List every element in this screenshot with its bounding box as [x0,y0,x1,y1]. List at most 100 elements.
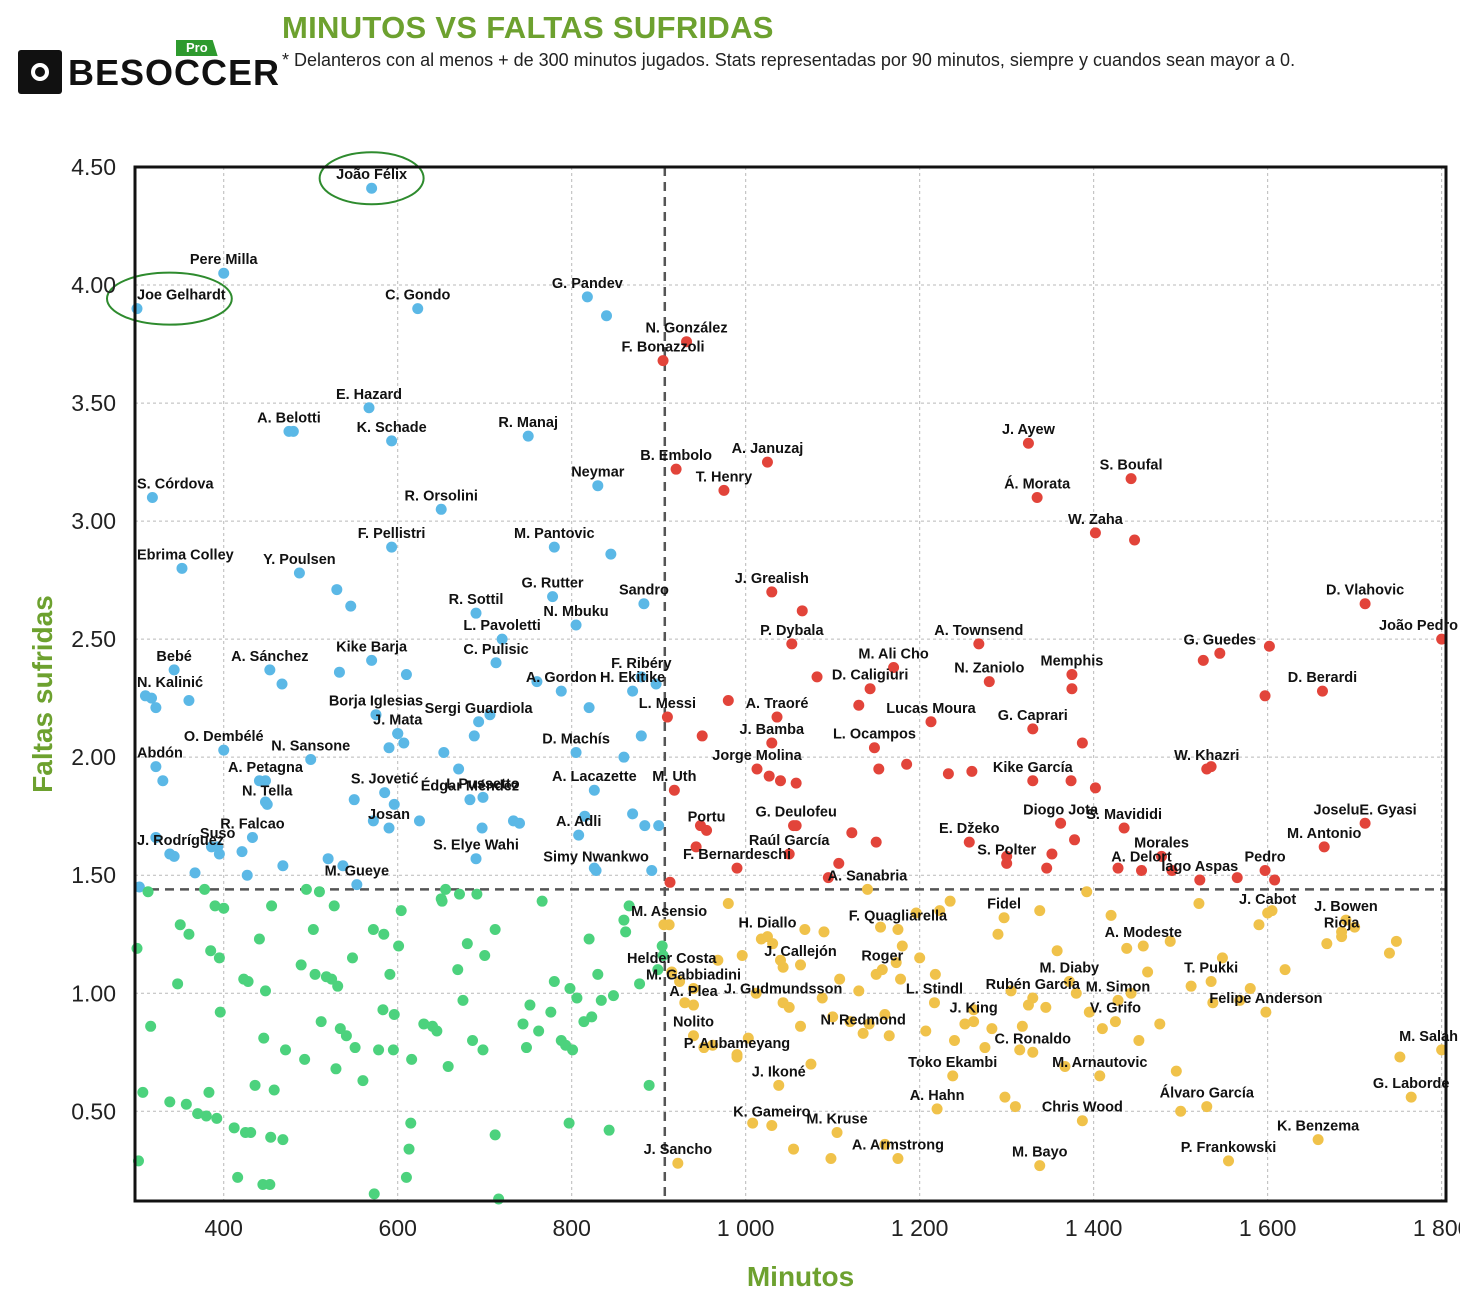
data-point [799,924,811,936]
point-label: C. Ronaldo [995,1031,1072,1047]
data-point [583,702,595,714]
data-point [1359,598,1371,610]
data-point [295,959,307,971]
data-point [1059,1060,1071,1072]
point-label: D. Vlahovic [1326,583,1404,599]
data-point [834,973,846,985]
data-point [1076,737,1088,749]
data-point [1154,1018,1166,1030]
data-point [1205,975,1217,987]
point-label: J. Gudmundsson [724,982,842,998]
point-label: A. Armstrong [852,1138,944,1154]
data-point [1312,1134,1324,1146]
data-point [914,952,926,964]
data-point [1156,850,1168,862]
data-point [340,1030,352,1042]
plot-frame [133,165,1448,1203]
data-point [468,730,480,742]
data-point [493,1193,505,1205]
data-point [403,1143,415,1155]
point-label: Jorge Molina [712,748,802,764]
y-tick-label: 3.50 [71,390,116,416]
data-point [1089,782,1101,794]
data-point [690,841,702,853]
data-point [405,1117,417,1129]
point-label: J. Sancho [644,1142,713,1158]
point-label: N. Tella [242,783,293,799]
data-point [313,886,325,898]
point-label: Helder Costa [627,951,717,967]
data-point [973,638,985,650]
data-point [786,638,798,650]
data-point [722,898,734,910]
data-point [392,728,404,740]
data-point [618,751,630,763]
data-point [638,598,650,610]
point-label: L. Stindl [906,982,963,998]
data-point [168,664,180,676]
data-point [388,1009,400,1021]
point-label: A. Belotti [257,410,321,426]
data-point [406,1053,418,1065]
data-point [467,1034,479,1046]
data-point [811,671,823,683]
data-point [879,1009,891,1021]
data-point [712,954,724,966]
data-point [1201,1101,1213,1113]
point-label: Memphis [1041,654,1104,670]
data-point [246,831,258,843]
point-label: K. Benzema [1277,1119,1360,1135]
point-label: J. Mata [373,713,423,729]
point-label: S. Jovetić [351,772,419,788]
data-point [853,985,865,997]
data-point [722,695,734,707]
data-point [277,1134,289,1146]
data-point [763,770,775,782]
data-point [496,633,508,645]
data-point [1405,1091,1417,1103]
data-point [520,1042,532,1054]
data-point [413,815,425,827]
x-axis-title: Minutos [747,1261,854,1292]
data-point [595,994,607,1006]
data-point [189,867,201,879]
data-point [928,997,940,1009]
data-point [583,933,595,945]
data-point [214,1006,226,1018]
data-point [307,924,319,936]
data-point [337,860,349,872]
data-point [174,919,186,931]
data-point [603,1124,615,1136]
data-point [199,883,211,895]
data-point [145,1020,157,1032]
data-point [1321,938,1333,950]
data-point [172,978,184,990]
point-label: K. Schade [357,420,427,436]
data-point [473,716,485,728]
data-point [1137,940,1149,952]
data-point [386,435,398,447]
data-point [398,737,410,749]
data-point [701,824,713,836]
data-point [1083,1006,1095,1018]
data-point [431,1025,443,1037]
x-tick-label: 600 [379,1215,417,1241]
data-point [236,846,248,858]
data-point [366,182,378,194]
point-label: Édgar Méndez [421,778,519,795]
point-label: R. Sottil [449,592,504,608]
data-point [266,900,278,912]
data-point [1194,874,1206,886]
data-point [890,957,902,969]
data-point [1089,527,1101,539]
point-label: Diogo Jota [1023,802,1099,818]
data-point [766,737,778,749]
point-label: T. Pukki [1184,960,1238,976]
data-point [666,966,678,978]
data-point [942,768,954,780]
point-label: Portu [688,809,726,825]
point-label: M. Diaby [1040,960,1100,976]
point-label: G. Caprari [998,708,1068,724]
data-point [966,765,978,777]
data-point [668,784,680,796]
